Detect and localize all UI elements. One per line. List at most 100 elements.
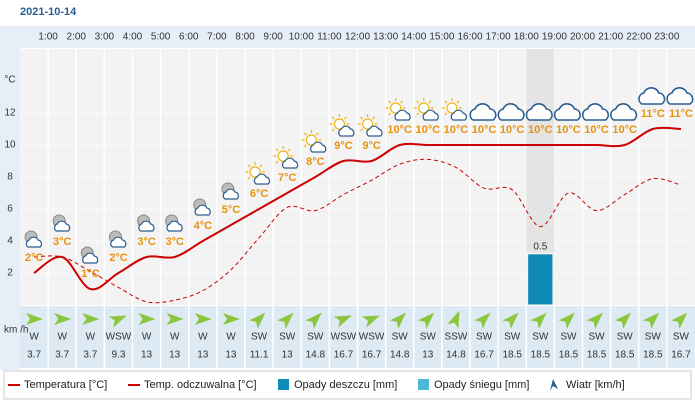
x-tick-label: 6:00 xyxy=(179,32,199,43)
line xyxy=(34,158,682,304)
x-tick-label: 15:00 xyxy=(429,32,454,43)
temperature-label: 3°C xyxy=(53,236,72,248)
cloud xyxy=(581,103,610,121)
wind-arrow xyxy=(586,312,603,329)
temperature-label: 10°C xyxy=(472,124,497,136)
wind-direction: W xyxy=(29,332,39,343)
weather-icon xyxy=(666,87,694,105)
arrow-shape xyxy=(26,313,44,325)
x-tick-label: 12:00 xyxy=(345,32,370,43)
wind-speed: 18.5 xyxy=(531,350,551,361)
wind-direction: SW xyxy=(279,332,296,343)
wind-speed: 13 xyxy=(422,350,434,361)
cloud xyxy=(422,109,439,121)
temperature-label: 10°C xyxy=(556,124,581,136)
arrow-shape xyxy=(333,315,352,328)
wind-speed: 18.5 xyxy=(559,350,579,361)
wind-arrow xyxy=(614,312,632,329)
x-tick-label: 19:00 xyxy=(542,32,567,43)
weather-icon xyxy=(610,103,638,121)
temperature-label: 10°C xyxy=(444,124,469,136)
y-tick-label: 2 xyxy=(7,268,13,279)
wind-direction: W xyxy=(226,332,236,343)
cloud xyxy=(82,252,99,264)
arrow-shape xyxy=(530,312,547,329)
arrow-shape xyxy=(194,313,212,325)
legend-label: Wiatr [km/h] xyxy=(566,379,625,391)
temperature-label: 11°C xyxy=(669,108,693,120)
cloud xyxy=(666,87,694,105)
wind-speed: 14.8 xyxy=(446,350,466,361)
x-tick-label: 23:00 xyxy=(654,32,679,43)
weather-icon xyxy=(24,230,43,248)
cloud xyxy=(450,109,467,121)
arrow-shape xyxy=(277,312,294,329)
sun-ray xyxy=(259,164,263,168)
wind-speed: 16.7 xyxy=(671,350,691,361)
temperature-label: 11°C xyxy=(641,108,665,120)
x-tick-label: 16:00 xyxy=(457,32,482,43)
sun-ray xyxy=(303,144,307,148)
weather-icon xyxy=(137,214,155,232)
weather-icon xyxy=(553,103,581,121)
temperature-label: 6°C xyxy=(250,188,269,200)
cloud xyxy=(366,125,383,137)
wind-arrow xyxy=(26,313,44,325)
wind-direction: SW xyxy=(420,332,437,343)
x-tick-label: 11:00 xyxy=(317,32,342,43)
sun xyxy=(446,102,458,114)
arrow-shape xyxy=(166,313,184,325)
arrow-shape xyxy=(361,315,380,328)
wind-arrow xyxy=(108,315,127,328)
sun-ray xyxy=(416,100,420,104)
legend-swatch xyxy=(418,379,429,390)
weather-icon xyxy=(638,87,666,105)
x-tick-label: 14:00 xyxy=(401,32,426,43)
y-tick-label: 6 xyxy=(7,204,13,215)
temperature-label: 10°C xyxy=(387,124,412,136)
cloud xyxy=(469,103,497,121)
y-tick-label: 4 xyxy=(7,236,13,247)
wind-direction: W xyxy=(86,332,96,343)
wind-direction: W xyxy=(198,332,208,343)
temperature-label: 8°C xyxy=(306,156,325,168)
cloud xyxy=(338,125,355,137)
wind-speed: 16.7 xyxy=(474,350,494,361)
weather-icon xyxy=(193,198,211,216)
wind-speed: 18.5 xyxy=(502,350,522,361)
sun xyxy=(249,166,261,178)
hour-strip xyxy=(0,26,695,48)
wind-direction: SW xyxy=(589,332,606,343)
wind-speed: 13 xyxy=(169,350,181,361)
wind-direction: SW xyxy=(476,332,493,343)
weather-icon xyxy=(108,230,127,248)
sun-ray xyxy=(360,116,364,120)
wind-direction: W xyxy=(170,332,180,343)
wind-arrow xyxy=(249,312,266,329)
temperature-label: 3°C xyxy=(165,236,184,248)
legend-label: Opady śniegu [mm] xyxy=(434,379,529,391)
x-tick-label: 5:00 xyxy=(151,32,171,43)
sun-ray xyxy=(360,128,364,132)
wind-arrow xyxy=(82,313,100,325)
arrow-shape xyxy=(222,313,240,325)
wind-speed: 16.7 xyxy=(334,350,354,361)
wind-arrow xyxy=(194,313,212,325)
wind-arrow xyxy=(447,310,460,329)
temperature-label: 7°C xyxy=(278,172,297,184)
sun-ray xyxy=(287,148,291,152)
cloud xyxy=(638,87,666,105)
weather-icon xyxy=(221,182,239,200)
legend-box xyxy=(3,370,692,400)
arrow-shape xyxy=(249,312,266,329)
wind-arrow xyxy=(671,312,688,329)
wind-direction: SW xyxy=(532,332,549,343)
wind-direction: W xyxy=(57,332,67,343)
wind-direction: SSW xyxy=(445,332,468,343)
x-tick-label: 8:00 xyxy=(235,32,255,43)
wind-arrow xyxy=(333,315,352,328)
wind-speed: 18.5 xyxy=(643,350,663,361)
weather-icon xyxy=(497,103,525,121)
y-tick-label: 10 xyxy=(4,140,16,151)
sun-ray xyxy=(247,164,251,168)
